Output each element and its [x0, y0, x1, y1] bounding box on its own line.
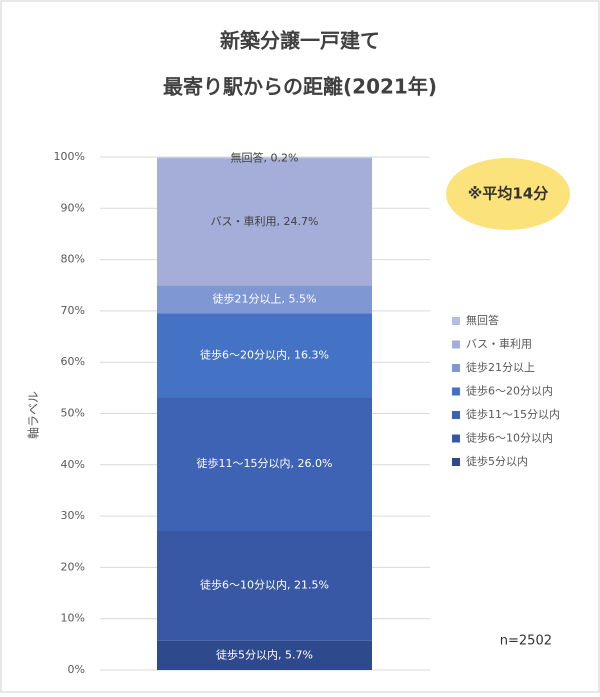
chart-subtitle: 最寄り駅からの距離(2021年) — [163, 75, 437, 99]
legend-swatch — [452, 317, 460, 325]
y-tick-label: 70% — [61, 304, 85, 317]
data-label: 徒歩6～10分以内, 21.5% — [200, 578, 329, 592]
legend-swatch — [452, 411, 460, 419]
data-label: バス・車利用, 24.7% — [211, 214, 319, 228]
bar-segment — [157, 530, 372, 641]
legend-label: 徒歩6～20分以内 — [466, 384, 553, 398]
y-tick-label: 80% — [61, 253, 85, 266]
data-label: 徒歩5分以内, 5.7% — [216, 647, 313, 661]
y-tick-label: 40% — [61, 458, 85, 471]
y-tick-label: 30% — [61, 509, 85, 522]
legend-label: 徒歩5分以内 — [466, 454, 528, 468]
y-tick-label: 10% — [61, 612, 85, 625]
bar-segment — [157, 313, 372, 398]
bar-segment — [157, 397, 372, 531]
data-label: 徒歩11～15分以内, 26.0% — [197, 456, 333, 470]
y-tick-label: 0% — [68, 663, 85, 676]
annotation: ※平均14分 — [468, 185, 548, 203]
chart-title: 新築分譲一戸建て — [220, 29, 380, 53]
legend-label: 無回答 — [466, 313, 499, 327]
bar-segment — [157, 157, 372, 159]
legend-label: 徒歩11～15分以内 — [466, 407, 560, 421]
legend-swatch — [452, 340, 460, 349]
data-label: 徒歩21分以上, 5.5% — [213, 291, 317, 305]
legend-label: バス・車利用 — [466, 337, 532, 351]
y-tick-label: 90% — [61, 201, 85, 214]
y-tick-label: 100% — [54, 150, 85, 163]
y-tick-label: 50% — [61, 407, 85, 420]
bar-segment — [157, 640, 372, 670]
legend-label: 徒歩21分以上 — [466, 360, 535, 374]
y-tick-label: 60% — [61, 355, 85, 368]
legend-swatch — [452, 458, 460, 466]
y-tick-label: 20% — [61, 560, 85, 573]
y-axis-title: 軸ラベル — [27, 391, 41, 439]
data-label: 無回答, 0.2% — [231, 151, 299, 165]
annotation: n=2502 — [500, 634, 552, 649]
legend-label: 徒歩6～10分以内 — [466, 431, 553, 445]
bar-segment — [157, 285, 372, 314]
data-label: 徒歩6～20分以内, 16.3% — [200, 347, 329, 361]
legend-swatch — [452, 387, 460, 396]
bar-segment — [157, 158, 372, 286]
legend-swatch — [452, 434, 460, 443]
annotation-badge — [446, 158, 570, 230]
legend-swatch — [452, 364, 460, 372]
